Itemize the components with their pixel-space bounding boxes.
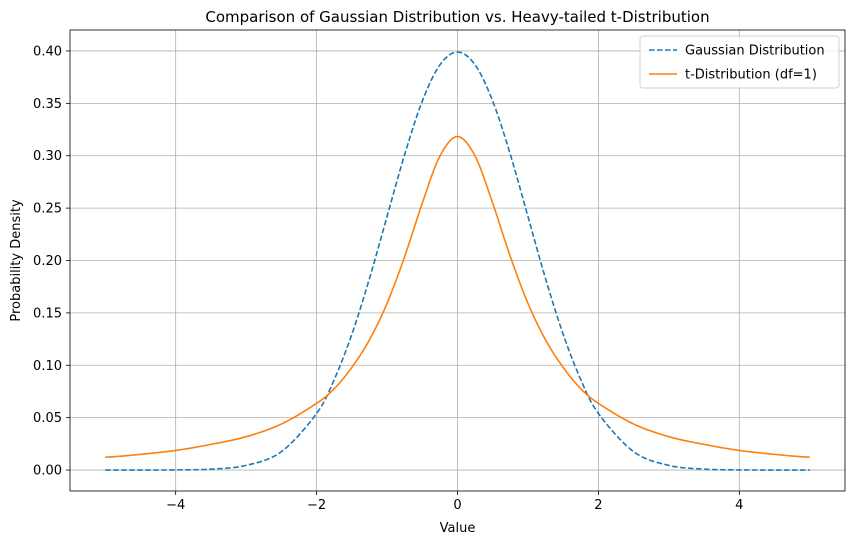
grid-lines <box>70 30 845 491</box>
x-tick-label: 2 <box>594 498 602 513</box>
series-line <box>105 51 810 471</box>
y-tick-label: 0.30 <box>33 149 62 164</box>
y-tick-label: 0.15 <box>33 306 62 321</box>
y-tick-label: 0.05 <box>33 411 62 426</box>
y-tick-label: 0.00 <box>33 464 62 479</box>
x-tick-label: 4 <box>735 498 743 513</box>
y-axis-title: Probability Density <box>9 199 24 322</box>
legend-label: Gaussian Distribution <box>685 44 825 59</box>
y-tick-label: 0.35 <box>33 97 62 112</box>
series-line <box>105 135 810 459</box>
axis-ticks: −4 −2 0 2 4 0.00 0.05 0.10 0.15 0.20 0.25 0.30 0.35 0… <box>33 44 743 513</box>
x-axis-title: Value <box>440 521 476 536</box>
x-tick-label: −2 <box>307 498 326 513</box>
y-tick-label: 0.40 <box>33 44 62 59</box>
chart-title: Comparison of Gaussian Distribution vs. … <box>205 8 709 26</box>
y-tick-label: 0.25 <box>33 202 62 217</box>
legend: Gaussian Distribution t-Distribution (df=… <box>639 35 840 89</box>
y-tick-label: 0.20 <box>33 254 62 269</box>
legend-label: t-Distribution (df=1) <box>685 68 817 83</box>
legend-box <box>639 35 840 89</box>
y-tick-label: 0.10 <box>33 359 62 374</box>
series-lines <box>105 51 810 471</box>
x-tick-label: −4 <box>166 498 185 513</box>
x-tick-label: 0 <box>453 498 461 513</box>
